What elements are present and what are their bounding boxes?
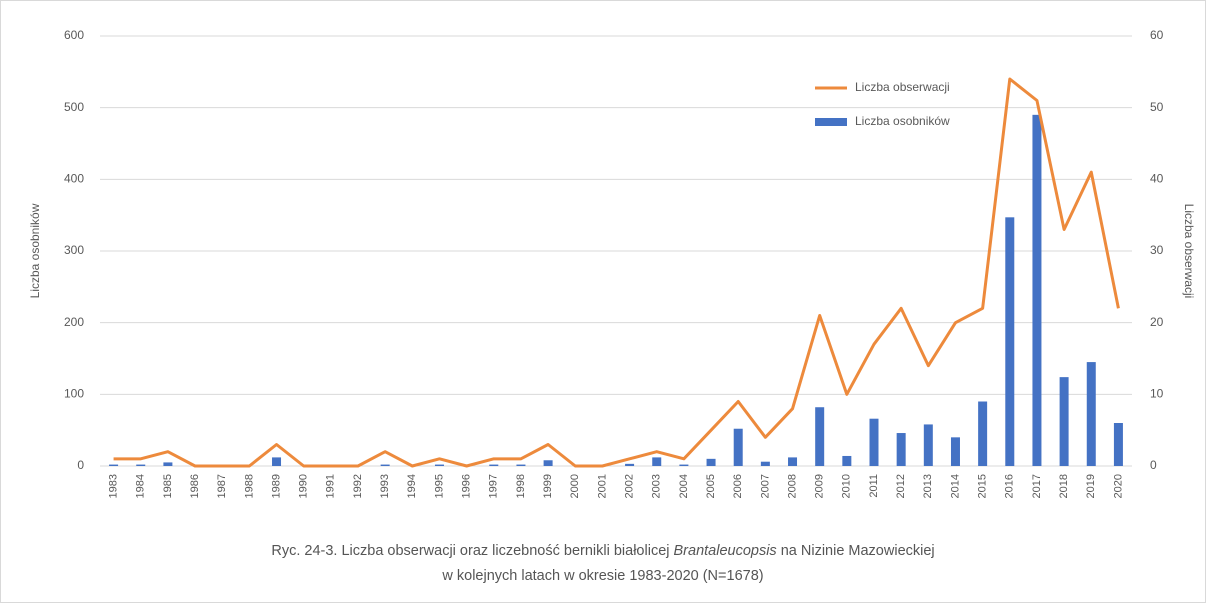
- x-tick-label: 2014: [949, 474, 961, 498]
- x-tick-label: 1988: [243, 474, 255, 498]
- bar: [516, 464, 526, 466]
- x-tick-label: 2010: [841, 474, 853, 498]
- y-tick-label: 100: [64, 387, 84, 401]
- bar: [109, 464, 119, 466]
- bar: [760, 461, 770, 466]
- bar: [489, 464, 499, 466]
- bar: [978, 401, 988, 466]
- y2-tick-label: 40: [1150, 172, 1164, 186]
- x-tick-label: 2017: [1031, 474, 1043, 498]
- bar: [706, 458, 716, 466]
- x-tick-label: 2001: [596, 474, 608, 498]
- x-tick-label: 1991: [325, 474, 337, 498]
- bar: [733, 428, 743, 466]
- x-tick-label: 2008: [786, 474, 798, 498]
- x-tick-label: 1983: [107, 474, 119, 498]
- y-tick-label: 200: [64, 315, 84, 329]
- bar: [652, 457, 662, 466]
- bar: [136, 464, 146, 466]
- x-tick-label: 2012: [895, 474, 907, 498]
- x-tick-label: 2011: [868, 474, 880, 498]
- bar: [1059, 377, 1069, 466]
- caption-part: na Nizinie Mazowieckiej: [777, 543, 935, 559]
- x-tick-label: 2018: [1058, 474, 1070, 498]
- bar: [380, 464, 390, 466]
- x-tick-label: 1995: [433, 474, 445, 498]
- x-tick-label: 1993: [379, 474, 391, 498]
- x-tick-label: 2002: [623, 474, 635, 498]
- bar: [1086, 362, 1096, 466]
- x-tick-label: 2019: [1085, 474, 1097, 498]
- x-tick-label: 1986: [189, 474, 201, 498]
- y-tick-label: 300: [64, 243, 84, 257]
- bar: [434, 464, 444, 466]
- x-tick-label: 2009: [814, 474, 826, 498]
- y2-axis-label: Liczba obserwacji: [1182, 204, 1196, 299]
- bar: [163, 462, 173, 466]
- x-tick-label: 1994: [406, 474, 418, 498]
- x-tick-label: 2006: [732, 474, 744, 498]
- x-tick-label: 1996: [461, 474, 473, 498]
- x-tick-label: 1987: [216, 474, 228, 498]
- y2-tick-label: 20: [1150, 315, 1164, 329]
- bar: [923, 424, 933, 466]
- legend-swatch: [815, 118, 847, 126]
- bar: [842, 455, 852, 466]
- y2-tick-label: 10: [1150, 387, 1164, 401]
- x-tick-label: 1992: [352, 474, 364, 498]
- y-axis-label: Liczba osobników: [28, 203, 42, 298]
- bar: [1032, 114, 1042, 466]
- legend-label: Liczba osobników: [855, 114, 950, 128]
- x-tick-label: 1997: [488, 474, 500, 498]
- y2-tick-label: 60: [1150, 28, 1164, 42]
- caption-italic: Brantaleucopsis: [674, 543, 777, 559]
- x-tick-label: 1999: [542, 474, 554, 498]
- bar: [869, 418, 879, 466]
- x-tick-label: 2007: [759, 474, 771, 498]
- x-tick-label: 2016: [1004, 474, 1016, 498]
- y2-tick-label: 0: [1150, 458, 1157, 472]
- x-tick-label: 2000: [569, 474, 581, 498]
- y-tick-label: 600: [64, 28, 84, 42]
- x-tick-label: 2015: [977, 474, 989, 498]
- x-tick-label: 2020: [1112, 474, 1124, 498]
- x-tick-label: 2013: [922, 474, 934, 498]
- y2-tick-label: 30: [1150, 243, 1164, 257]
- x-tick-label: 2005: [705, 474, 717, 498]
- y-tick-label: 400: [64, 172, 84, 186]
- caption: w kolejnych latach w okresie 1983-2020 (…: [441, 568, 763, 584]
- x-tick-label: 1984: [135, 474, 147, 498]
- caption-part: Ryc. 24-3. Liczba obserwacji oraz liczeb…: [271, 543, 673, 559]
- x-tick-label: 1990: [298, 474, 310, 498]
- x-tick-label: 2004: [678, 474, 690, 498]
- bar: [679, 464, 689, 466]
- bar: [1113, 423, 1123, 466]
- bar: [788, 457, 798, 466]
- bar: [815, 407, 825, 466]
- x-tick-label: 1985: [162, 474, 174, 498]
- y-tick-label: 500: [64, 100, 84, 114]
- bar: [272, 457, 282, 466]
- y2-tick-label: 50: [1150, 100, 1164, 114]
- caption: Ryc. 24-3. Liczba obserwacji oraz liczeb…: [271, 543, 934, 559]
- bar: [543, 460, 553, 466]
- bar: [625, 463, 635, 466]
- y-tick-label: 0: [77, 458, 84, 472]
- legend-label: Liczba obserwacji: [855, 80, 950, 94]
- bar: [950, 437, 960, 466]
- x-tick-label: 2003: [651, 474, 663, 498]
- x-tick-label: 1998: [515, 474, 527, 498]
- x-tick-label: 1989: [270, 474, 282, 498]
- line: [113, 77, 1120, 468]
- bar: [896, 433, 906, 466]
- bar: [1005, 217, 1015, 466]
